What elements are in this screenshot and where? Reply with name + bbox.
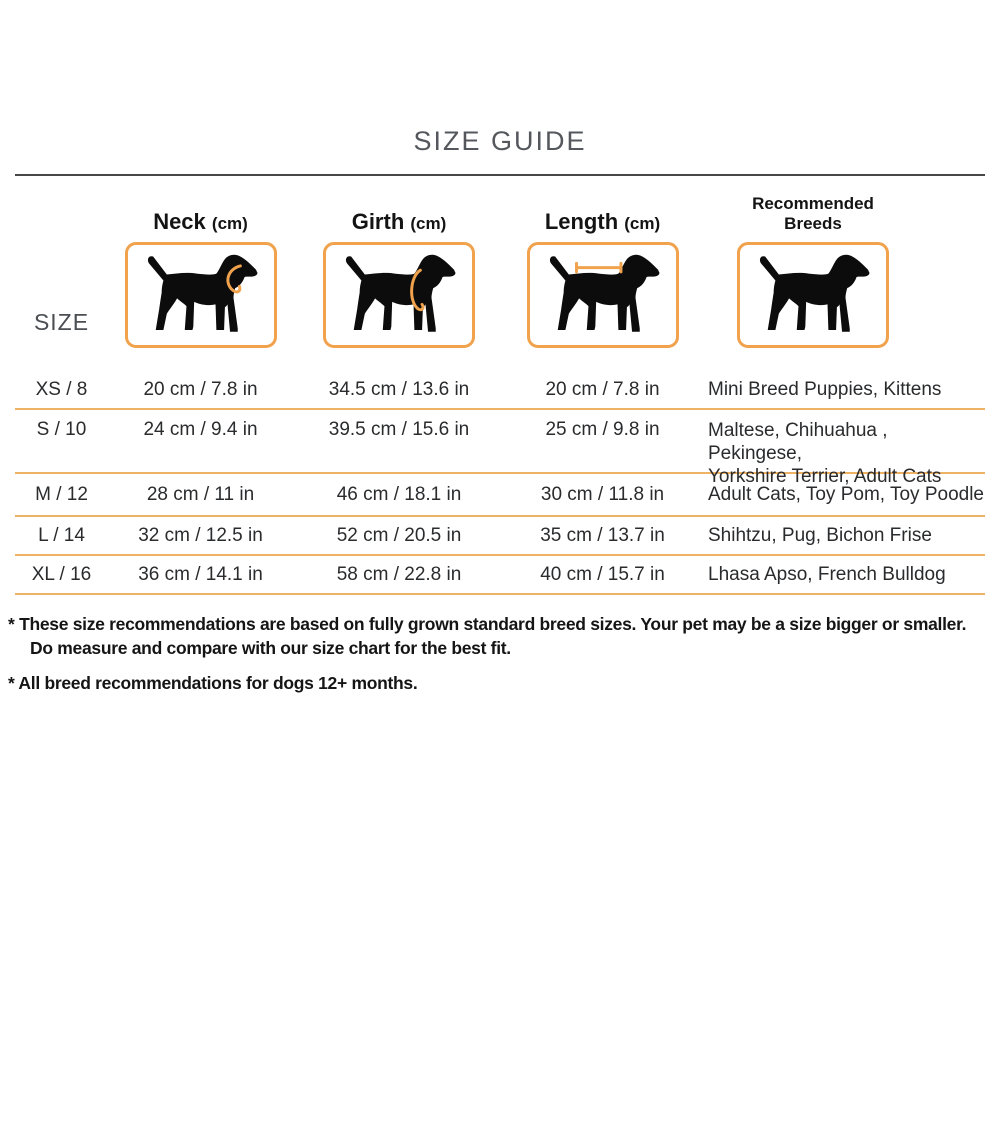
- breeds-label-line2: Breeds: [784, 214, 842, 233]
- breeds-cell: Mini Breed Puppies, Kittens: [708, 379, 942, 400]
- girth-illustration-cell: [293, 242, 505, 348]
- length-cell: 25 cm / 9.8 in: [545, 419, 660, 440]
- length-cell: 40 cm / 15.7 in: [540, 563, 665, 585]
- girth-label: Girth: [351, 208, 405, 234]
- neck-cell: 36 cm / 14.1 in: [138, 563, 263, 585]
- size-cell: M / 12: [35, 483, 88, 505]
- neck-cell: 32 cm / 12.5 in: [138, 524, 263, 546]
- girth-cell: 46 cm / 18.1 in: [336, 483, 462, 505]
- girth-cell: 52 cm / 20.5 in: [336, 524, 462, 546]
- length-cell: 35 cm / 13.7 in: [540, 524, 665, 546]
- girth-cell: 58 cm / 22.8 in: [336, 563, 462, 585]
- dog-silhouette-icon: [147, 254, 257, 332]
- table-row: XS / 8 20 cm / 7.8 in 34.5 cm / 13.6 in …: [15, 355, 985, 410]
- dog-silhouette-icon: [549, 254, 659, 332]
- size-cell: XL / 16: [31, 563, 92, 585]
- neck-unit-label: (cm): [211, 213, 248, 233]
- breeds-cell: Adult Cats, Toy Pom, Toy Poodle: [708, 484, 985, 505]
- header-divider: [15, 174, 985, 176]
- dog-silhouette-icon: [345, 254, 456, 332]
- size-cell: L / 14: [38, 524, 85, 546]
- neck-measure-illustration: [124, 242, 277, 348]
- size-guide-table: Neck (cm) Girth (cm) Length (cm) Recomme…: [15, 194, 985, 595]
- size-cell: S / 10: [36, 419, 87, 440]
- girth-measure-illustration: [323, 242, 475, 348]
- length-cell: 30 cm / 11.8 in: [540, 483, 665, 505]
- footnotes: * These size recommendations are based o…: [8, 612, 992, 695]
- neck-cell: 20 cm / 7.8 in: [143, 379, 258, 400]
- girth-cell: 39.5 cm / 15.6 in: [328, 419, 470, 440]
- footnote-size-line1: * These size recommendations are based o…: [8, 614, 967, 634]
- table-row: M / 12 28 cm / 11 in 46 cm / 18.1 in 30 …: [15, 474, 985, 517]
- footnote-size-line2: Do measure and compare with our size cha…: [30, 638, 511, 658]
- table-row: XL / 16 36 cm / 14.1 in 58 cm / 22.8 in …: [15, 556, 985, 595]
- neck-label: Neck: [153, 208, 206, 234]
- column-header-girth: Girth (cm): [293, 208, 505, 234]
- column-header-breeds: Recommended Breeds: [700, 194, 985, 234]
- breeds-label-line1: Recommended: [752, 194, 874, 213]
- length-unit-label: (cm): [624, 213, 661, 233]
- neck-marker-icon: [225, 264, 242, 294]
- size-axis-label: SIZE: [33, 309, 90, 335]
- breeds-illustration: [737, 242, 889, 348]
- column-header-row: Neck (cm) Girth (cm) Length (cm) Recomme…: [15, 194, 985, 234]
- length-illustration-cell: [505, 242, 700, 348]
- size-guide-page: SIZE GUIDE Neck (cm) Girth (cm) Length (…: [0, 126, 1000, 1126]
- length-measure-illustration: [526, 242, 679, 348]
- breeds-cell: Shihtzu, Pug, Bichon Frise: [708, 525, 932, 546]
- table-row: L / 14 32 cm / 12.5 in 52 cm / 20.5 in 3…: [15, 517, 985, 556]
- breeds-cell: Maltese, Chihuahua , Pekingese, Yorkshir…: [708, 420, 942, 487]
- page-title: SIZE GUIDE: [413, 126, 587, 156]
- length-label: Length: [544, 208, 619, 234]
- girth-cell: 34.5 cm / 13.6 in: [328, 379, 470, 400]
- girth-marker-icon: [410, 268, 425, 312]
- size-cell: XS / 8: [35, 379, 88, 400]
- neck-illustration-cell: [108, 242, 293, 348]
- footnote-age: * All breed recommendations for dogs 12+…: [8, 673, 418, 693]
- breeds-cell: Lhasa Apso, French Bulldog: [708, 564, 946, 585]
- illustration-row: SIZE: [15, 242, 985, 348]
- table-row: S / 10 24 cm / 9.4 in 39.5 cm / 15.6 in …: [15, 410, 985, 487]
- neck-cell: 28 cm / 11 in: [146, 483, 255, 505]
- girth-unit-label: (cm): [410, 213, 447, 233]
- breeds-illustration-cell: [700, 242, 985, 348]
- length-cell: 20 cm / 7.8 in: [545, 379, 660, 400]
- column-header-length: Length (cm): [505, 208, 700, 234]
- length-marker-icon: [574, 261, 622, 274]
- column-header-neck: Neck (cm): [108, 208, 293, 234]
- dog-silhouette-icon: [759, 254, 870, 332]
- neck-cell: 24 cm / 9.4 in: [143, 419, 258, 440]
